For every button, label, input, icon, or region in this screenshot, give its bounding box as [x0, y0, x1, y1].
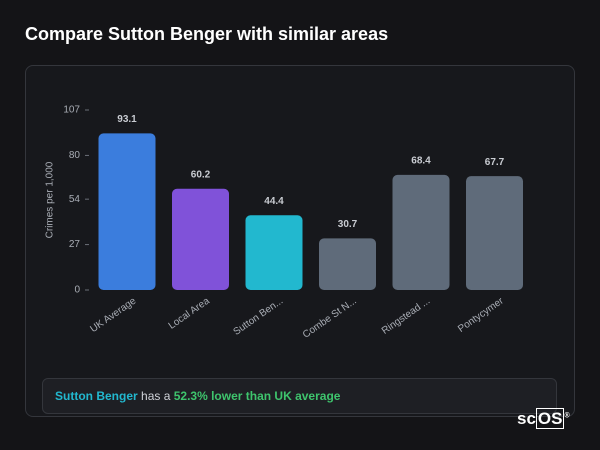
- page-title: Compare Sutton Benger with similar areas: [25, 24, 389, 44]
- bar: [172, 188, 229, 290]
- x-tick-label: Pontycymer: [456, 295, 506, 335]
- y-tick-label: 0: [74, 285, 80, 296]
- x-tick-label: Local Area: [167, 295, 212, 331]
- logo-text: sc: [517, 409, 536, 428]
- bar: [245, 215, 303, 290]
- logo-box: OS: [535, 408, 565, 429]
- x-tick-label: Combe St N...: [301, 296, 359, 341]
- logo-mark: ®: [564, 412, 570, 420]
- summary: Sutton Benger has a 52.3% lower than UK …: [42, 378, 557, 414]
- bar: [392, 174, 450, 290]
- x-tick-label: UK Average: [88, 295, 138, 335]
- y-axis-label: Crimes per 1,000: [45, 161, 56, 238]
- value-label: 68.4: [411, 156, 431, 167]
- y-tick-label: 27: [69, 239, 81, 250]
- bar: [98, 133, 156, 290]
- bar: [319, 238, 376, 290]
- value-label: 60.2: [191, 169, 211, 180]
- value-label: 67.7: [485, 157, 505, 168]
- logo: sc OS ®: [517, 408, 570, 429]
- bar: [466, 176, 523, 290]
- value-label: 44.4: [264, 196, 284, 207]
- y-tick-label: 80: [69, 150, 81, 161]
- summary-text: has a: [141, 389, 171, 403]
- value-label: 30.7: [338, 219, 358, 230]
- summary-area: Sutton Benger: [55, 389, 138, 403]
- summary-highlight: 52.3% lower than UK average: [173, 389, 341, 403]
- x-tick-label: Ringstead ...: [380, 296, 432, 337]
- y-tick-label: 107: [63, 105, 80, 116]
- y-tick-label: 54: [69, 194, 81, 205]
- x-tick-label: Sutton Ben...: [232, 296, 286, 338]
- value-label: 93.1: [117, 114, 137, 125]
